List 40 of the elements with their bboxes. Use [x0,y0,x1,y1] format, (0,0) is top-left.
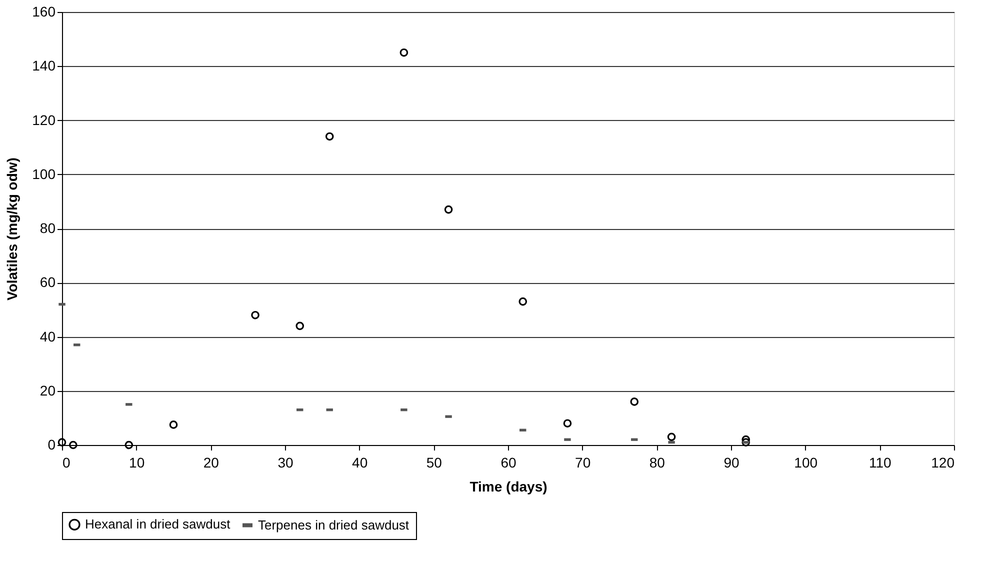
x-axis-title: Time (days) [470,478,548,494]
x-tick-label: 120 [931,454,955,470]
y-tick-label: 0 [48,436,56,452]
x-tick-label: 30 [278,454,294,470]
y-tick-label: 60 [40,274,56,290]
y-tick-label: 120 [32,112,56,128]
y-tick-label: 20 [40,382,56,398]
x-tick-label: 50 [426,454,442,470]
point [169,420,178,429]
point [518,297,528,306]
x-tick-label: 70 [575,454,591,470]
point [742,438,750,446]
x-tick-label: 20 [203,454,220,470]
point [667,432,676,442]
y-tick-label: 40 [40,328,56,344]
point [124,440,134,450]
y-tick-label: 160 [32,4,56,20]
point [444,205,453,214]
y-axis-title: Volatiles (mg/kg odw) [4,158,20,300]
x-tick-label: 100 [794,454,818,470]
y-tick-label: 80 [40,220,56,236]
point [563,419,572,428]
x-tick-label: 10 [129,454,145,470]
point [325,132,334,141]
x-tick-label: 60 [500,454,516,470]
point [68,440,78,450]
legend-label: Hexanal in dried sawdust [85,516,231,532]
x-tick-label: 90 [724,454,740,470]
y-tick-label: 140 [32,58,56,74]
point [742,435,750,444]
x-tick-label: 110 [869,454,892,470]
point [400,48,408,57]
point [630,398,639,406]
x-tick-label: 0 [62,454,70,470]
point [296,322,304,330]
legend-label: Terpenes in dried sawdust [258,517,410,532]
point [251,310,260,320]
y-tick-label: 100 [32,166,56,182]
x-tick-label: 80 [649,454,666,470]
x-tick-label: 40 [352,454,368,470]
